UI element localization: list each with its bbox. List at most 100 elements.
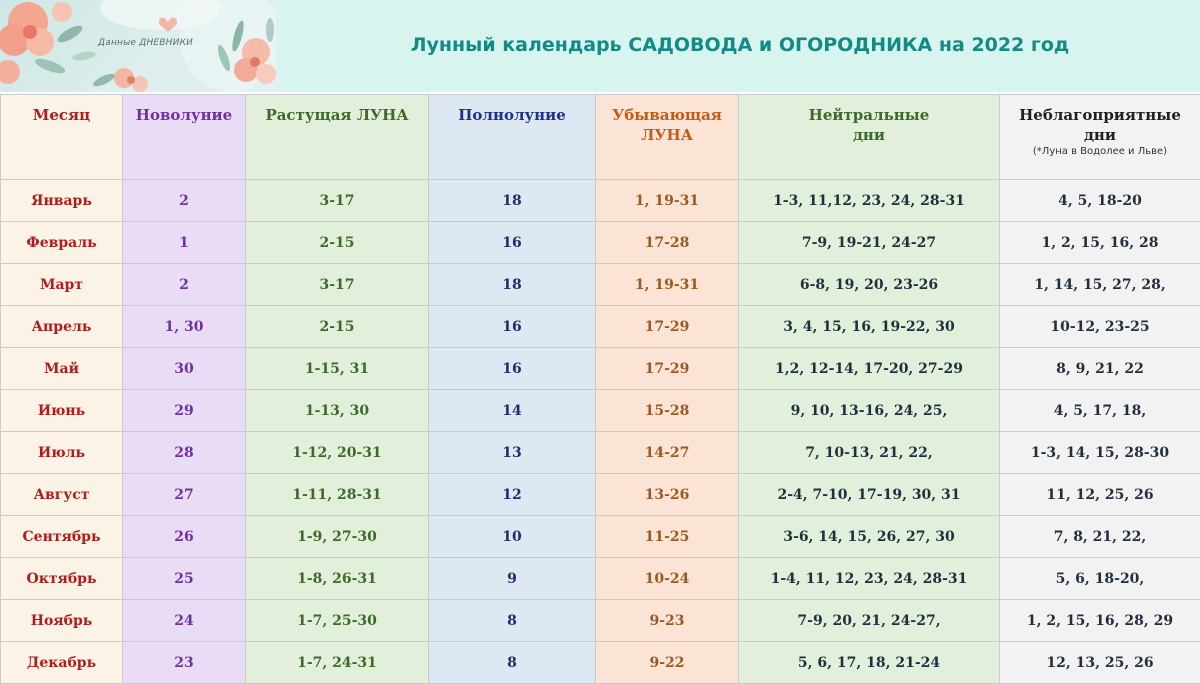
cell-month: Февраль [1,222,123,264]
cell-month: Октябрь [1,558,123,600]
column-header-waning-line-2: ЛУНА [596,125,738,145]
column-header-neutral-line-1: Нейтральные [739,105,999,125]
cell-neutral-days: 1-3, 11,12, 23, 24, 28-31 [739,180,1000,222]
cell-unfavorable-days: 11, 12, 25, 26 [1000,474,1200,516]
cell-unfavorable-days: 1, 14, 15, 27, 28, [1000,264,1200,306]
column-header-growing-moon: Растущая ЛУНА [246,95,429,180]
column-header-full-moon: Полнолуние [429,95,596,180]
page-title: Лунный календарь САДОВОДА и ОГОРОДНИКА н… [280,34,1200,56]
cell-full-moon: 18 [429,180,596,222]
logo-text: Данные ДНЕВНИКИ [98,38,193,48]
cell-month: Январь [1,180,123,222]
cell-new-moon: 27 [123,474,246,516]
cell-neutral-days: 9, 10, 13-16, 24, 25, [739,390,1000,432]
cell-unfavorable-days: 1-3, 14, 15, 28-30 [1000,432,1200,474]
cell-waning-moon: 1, 19-31 [596,180,739,222]
cell-waning-moon: 1, 19-31 [596,264,739,306]
cell-full-moon: 8 [429,600,596,642]
cell-neutral-days: 1,2, 12-14, 17-20, 27-29 [739,348,1000,390]
cell-growing-moon: 2-15 [246,306,429,348]
cell-month: Март [1,264,123,306]
cell-full-moon: 12 [429,474,596,516]
cell-new-moon: 26 [123,516,246,558]
column-header-new-moon: Новолуние [123,95,246,180]
cell-unfavorable-days: 1, 2, 15, 16, 28 [1000,222,1200,264]
column-header-waning-moon: Убывающая ЛУНА [596,95,739,180]
cell-month: Сентябрь [1,516,123,558]
cell-neutral-days: 7-9, 20, 21, 24-27, [739,600,1000,642]
lunar-calendar-table: Месяц Новолуние Растущая ЛУНА Полнолуние… [0,94,1200,684]
cell-growing-moon: 3-17 [246,264,429,306]
cell-waning-moon: 9-22 [596,642,739,684]
cell-waning-moon: 11-25 [596,516,739,558]
cell-new-moon: 28 [123,432,246,474]
cell-month: Август [1,474,123,516]
cell-unfavorable-days: 5, 6, 18-20, [1000,558,1200,600]
cell-neutral-days: 3, 4, 15, 16, 19-22, 30 [739,306,1000,348]
cell-growing-moon: 1-11, 28-31 [246,474,429,516]
cell-month: Июнь [1,390,123,432]
column-header-month: Месяц [1,95,123,180]
column-header-waning-line-1: Убывающая [596,105,738,125]
cell-growing-moon: 3-17 [246,180,429,222]
column-header-unfavorable-days: Неблагоприятные дни (*Луна в Водолее и Л… [1000,95,1200,180]
cell-unfavorable-days: 1, 2, 15, 16, 28, 29 [1000,600,1200,642]
column-header-neutral-line-2: дни [739,125,999,145]
cell-new-moon: 25 [123,558,246,600]
cell-growing-moon: 1-9, 27-30 [246,516,429,558]
cell-month: Ноябрь [1,600,123,642]
cell-month: Май [1,348,123,390]
cell-new-moon: 2 [123,264,246,306]
cell-unfavorable-days: 12, 13, 25, 26 [1000,642,1200,684]
cell-new-moon: 1 [123,222,246,264]
header-banner: Данные ДНЕВНИКИ Лунный календарь САДОВОД… [0,0,1200,92]
cell-waning-moon: 15-28 [596,390,739,432]
cell-unfavorable-days: 4, 5, 18-20 [1000,180,1200,222]
cell-new-moon: 1, 30 [123,306,246,348]
cell-new-moon: 23 [123,642,246,684]
cell-full-moon: 16 [429,348,596,390]
cell-new-moon: 2 [123,180,246,222]
cell-full-moon: 8 [429,642,596,684]
cell-full-moon: 18 [429,264,596,306]
cell-waning-moon: 17-28 [596,222,739,264]
cell-growing-moon: 1-12, 20-31 [246,432,429,474]
cell-unfavorable-days: 7, 8, 21, 22, [1000,516,1200,558]
cell-growing-moon: 1-8, 26-31 [246,558,429,600]
cell-neutral-days: 1-4, 11, 12, 23, 24, 28-31 [739,558,1000,600]
cell-unfavorable-days: 8, 9, 21, 22 [1000,348,1200,390]
cell-growing-moon: 1-13, 30 [246,390,429,432]
cell-full-moon: 10 [429,516,596,558]
cell-full-moon: 13 [429,432,596,474]
cell-waning-moon: 17-29 [596,348,739,390]
cell-growing-moon: 2-15 [246,222,429,264]
cell-waning-moon: 13-26 [596,474,739,516]
cell-growing-moon: 1-7, 25-30 [246,600,429,642]
cell-full-moon: 9 [429,558,596,600]
cell-neutral-days: 7-9, 19-21, 24-27 [739,222,1000,264]
cell-growing-moon: 1-7, 24-31 [246,642,429,684]
column-header-unfavorable-note: (*Луна в Водолее и Льве) [1000,145,1200,159]
cell-waning-moon: 10-24 [596,558,739,600]
cell-neutral-days: 7, 10-13, 21, 22, [739,432,1000,474]
column-header-unfavorable-line-1: Неблагоприятные [1000,105,1200,125]
cell-full-moon: 16 [429,222,596,264]
cell-neutral-days: 6-8, 19, 20, 23-26 [739,264,1000,306]
cell-neutral-days: 3-6, 14, 15, 26, 27, 30 [739,516,1000,558]
cell-waning-moon: 14-27 [596,432,739,474]
cell-new-moon: 29 [123,390,246,432]
column-header-neutral-days: Нейтральные дни [739,95,1000,180]
cell-new-moon: 30 [123,348,246,390]
cell-waning-moon: 9-23 [596,600,739,642]
cell-month: Декабрь [1,642,123,684]
